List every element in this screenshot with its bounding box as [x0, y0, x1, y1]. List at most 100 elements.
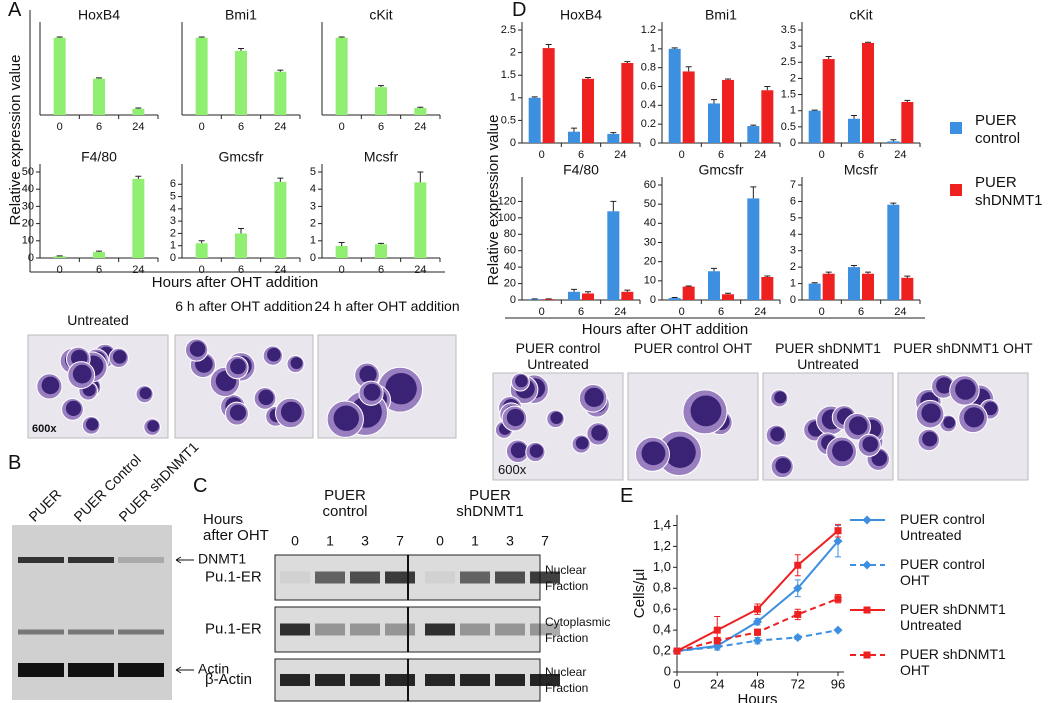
chart-title: Mcsfr	[364, 149, 399, 165]
point	[863, 651, 871, 659]
y-tick-label: 5	[170, 190, 176, 202]
x-tick-label: 24	[274, 264, 286, 276]
nucleus	[921, 403, 941, 423]
nucleus	[363, 383, 381, 401]
nucleus	[770, 427, 785, 442]
x-tick-label: 24	[614, 306, 626, 318]
y-tick-label: 50	[644, 198, 656, 210]
lane-label: 1	[471, 533, 479, 549]
nucleus	[267, 347, 281, 362]
error-bar	[545, 43, 552, 49]
nucleus	[280, 401, 302, 423]
error-bar	[610, 132, 617, 134]
bar	[375, 87, 387, 115]
bar	[607, 133, 620, 143]
y-tick-label: 0	[664, 663, 671, 678]
point	[673, 647, 681, 655]
band-label: DNMT1	[198, 551, 246, 567]
x-tick-label: 6	[96, 264, 102, 276]
error-bar	[624, 289, 631, 292]
y-tick-label: 40	[504, 261, 516, 273]
lane-label: 0	[436, 533, 444, 549]
x-tick-label: 24	[132, 264, 144, 276]
bar	[568, 131, 580, 143]
bar	[862, 42, 874, 143]
band	[18, 557, 64, 563]
band	[315, 623, 345, 636]
y-tick-label: 2	[170, 227, 176, 239]
error-bar	[135, 107, 142, 109]
band	[425, 571, 455, 584]
bar	[607, 211, 620, 300]
y-tick-label: 1	[790, 277, 796, 289]
y-tick-label: 1.5	[781, 88, 796, 100]
point	[793, 583, 803, 593]
nucleus	[774, 391, 787, 404]
bar	[668, 298, 681, 300]
error-bar	[851, 265, 857, 268]
nucleus	[550, 411, 563, 424]
y-tick-label: 3	[170, 215, 176, 227]
y-tick-label: 50	[22, 166, 34, 178]
bar	[761, 90, 774, 143]
bar	[568, 291, 580, 300]
group-label: PUER shDNMT1	[456, 487, 524, 520]
x-tick-label: 72	[791, 676, 805, 691]
error-bar	[338, 36, 345, 38]
bar	[682, 286, 695, 300]
lane-label: PUER	[25, 486, 64, 525]
error-bar	[571, 127, 577, 132]
band	[315, 571, 345, 584]
bar	[621, 62, 634, 143]
error-bar	[610, 200, 617, 212]
nucleus	[385, 372, 417, 405]
y-tick-label: 5	[790, 212, 796, 224]
legend-label: PUER control	[975, 112, 1021, 147]
bar	[722, 294, 734, 300]
y-tick-label: 30	[22, 200, 34, 212]
chart-title: F4/80	[563, 162, 599, 178]
error-bar	[811, 109, 818, 111]
micrograph-label: PUER shDNMT1 Untreated	[775, 340, 881, 372]
y-tick-label: 0	[510, 137, 516, 149]
error-bar	[238, 228, 244, 234]
error-bar	[198, 240, 205, 244]
y-tick-label: 1.2	[641, 24, 656, 36]
band	[280, 571, 310, 584]
y-tick-label: 4	[170, 203, 176, 215]
band	[350, 571, 380, 584]
y-tick-label: 3	[790, 245, 796, 257]
x-tick-label: 24	[754, 306, 766, 318]
y-tick-label: 0.5	[501, 114, 516, 126]
point	[794, 561, 802, 569]
error-bar	[135, 175, 142, 179]
y-tick-label: 0,8	[653, 580, 671, 595]
error-bar	[585, 76, 591, 79]
bar	[542, 299, 555, 300]
panel-letter: C	[193, 475, 208, 497]
bar	[528, 299, 541, 300]
x-tick-label: 0	[539, 306, 545, 318]
x-tick-label: 6	[718, 149, 724, 161]
y-tick-label: 0	[650, 294, 656, 306]
nucleus	[230, 358, 246, 375]
band	[118, 629, 164, 635]
legend-swatch	[950, 122, 962, 134]
y-tick-label: 20	[504, 277, 516, 289]
point	[833, 625, 843, 635]
band	[530, 674, 560, 686]
nucleus	[922, 431, 938, 447]
y-tick-label: 2.5	[501, 24, 516, 36]
y-tick-label: 10	[22, 235, 34, 247]
fraction-label: Nuclear Fraction	[545, 665, 589, 695]
y-tick-label: 2.5	[781, 56, 796, 68]
y-tick-label: 40	[22, 183, 34, 195]
nucleus	[41, 376, 60, 395]
nucleus	[359, 365, 377, 383]
error-bar	[890, 139, 897, 142]
bar	[93, 78, 105, 115]
y-tick-label: 3	[310, 200, 316, 212]
y-tick-label: 0	[510, 294, 516, 306]
bar	[708, 103, 720, 143]
lane-label: PUER shDNMT1	[115, 438, 201, 524]
